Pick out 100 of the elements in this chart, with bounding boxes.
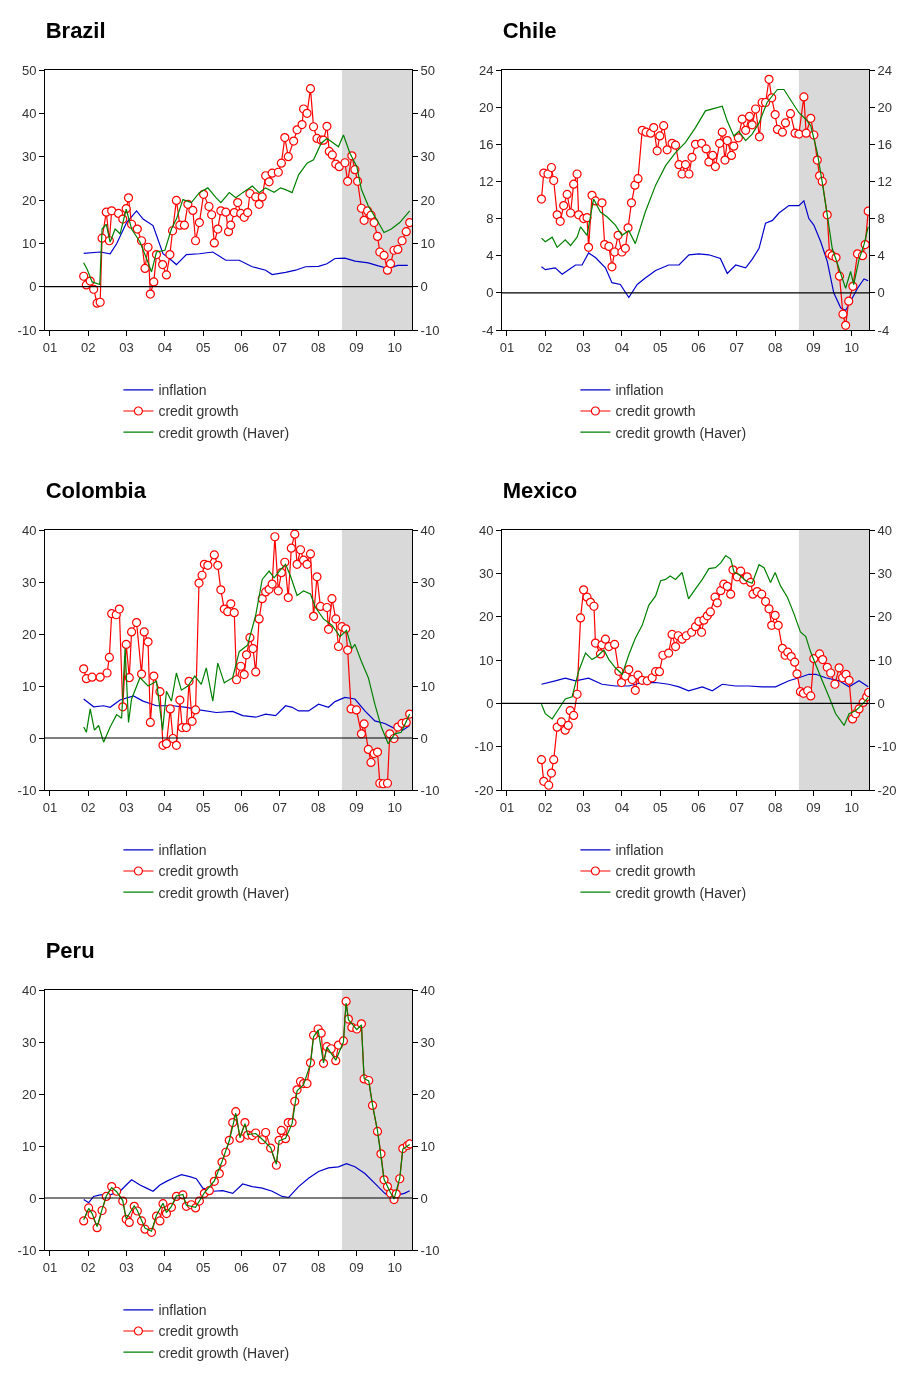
x-tick-label: 05 [652, 339, 668, 355]
x-tick-label: 01 [499, 339, 515, 355]
chart-title: Colombia [45, 477, 147, 503]
y-tick-label: -10 [474, 739, 494, 755]
x-tick-label: 08 [310, 339, 326, 355]
x-tick-label: 10 [844, 339, 859, 355]
y2-tick-label: 20 [877, 99, 893, 115]
y2-tick-label: 12 [877, 173, 893, 189]
x-tick-label: 01 [499, 799, 515, 815]
legend-label: credit growth [158, 863, 239, 880]
x-tick-label: 09 [349, 799, 364, 815]
x-tick-label: 02 [81, 799, 96, 815]
legend-label: credit growth [158, 1323, 239, 1340]
x-tick-label: 10 [387, 339, 402, 355]
y2-tick-label: 10 [877, 652, 893, 668]
x-tick-label: 07 [272, 339, 288, 355]
x-tick-label: 02 [538, 339, 553, 355]
chart-title: Brazil [45, 17, 106, 43]
y-tick-label: -4 [481, 322, 494, 338]
x-tick-label: 10 [387, 1259, 402, 1275]
y-tick-label: 0 [486, 285, 494, 301]
x-tick-label: 06 [234, 799, 249, 815]
x-tick-label: 03 [119, 339, 134, 355]
y-tick-label: 10 [21, 235, 37, 251]
x-tick-label: 08 [310, 1259, 326, 1275]
y-tick-label: 40 [21, 522, 37, 538]
x-tick-label: 06 [691, 339, 706, 355]
y-tick-label: 40 [21, 982, 37, 998]
x-tick-label: 08 [310, 799, 326, 815]
x-tick-label: 04 [614, 799, 630, 815]
y2-tick-label: 30 [877, 565, 893, 581]
x-tick-label: 08 [767, 799, 783, 815]
y2-tick-label: 40 [877, 522, 893, 538]
y2-tick-label: 10 [420, 1138, 436, 1154]
y2-tick-label: 40 [420, 522, 436, 538]
x-tick-label: 02 [81, 1259, 96, 1275]
legend-label: credit growth [158, 403, 239, 420]
y-tick-label: 30 [21, 149, 37, 165]
y2-tick-label: -20 [877, 782, 897, 798]
y-tick-label: -20 [474, 782, 494, 798]
y-tick-label: 20 [478, 99, 494, 115]
y2-tick-label: 16 [877, 136, 893, 152]
y-tick-label: 20 [478, 609, 494, 625]
legend-label: inflation [158, 382, 207, 399]
x-tick-label: 04 [157, 339, 173, 355]
y-tick-label: -10 [17, 1242, 37, 1258]
y-tick-label: 30 [478, 565, 494, 581]
x-tick-label: 06 [234, 1259, 249, 1275]
legend-label: credit growth (Haver) [615, 424, 747, 441]
legend-label: inflation [158, 1302, 207, 1319]
y2-tick-label: 30 [420, 149, 436, 165]
y-tick-label: 0 [29, 279, 37, 295]
x-tick-label: 01 [42, 799, 58, 815]
x-tick-label: 09 [806, 799, 821, 815]
y2-tick-label: 0 [877, 695, 885, 711]
legend-label: credit growth (Haver) [158, 1344, 290, 1361]
x-tick-label: 09 [349, 1259, 364, 1275]
y2-tick-label: 30 [420, 1034, 436, 1050]
y2-tick-label: 8 [877, 211, 885, 227]
y2-tick-label: 0 [420, 730, 428, 746]
y-tick-label: 0 [29, 1190, 37, 1206]
y-tick-label: 0 [486, 695, 494, 711]
x-tick-label: 07 [729, 799, 745, 815]
y2-tick-label: 30 [420, 574, 436, 590]
y-tick-label: 16 [478, 136, 494, 152]
x-tick-label: 05 [195, 799, 211, 815]
x-tick-label: 03 [119, 799, 134, 815]
y2-tick-label: -10 [420, 322, 440, 338]
x-tick-label: 03 [576, 799, 591, 815]
x-tick-label: 04 [157, 799, 173, 815]
y-tick-label: 50 [21, 62, 37, 78]
y-tick-label: 30 [21, 1034, 37, 1050]
legend-label: credit growth (Haver) [158, 424, 290, 441]
x-tick-label: 10 [387, 799, 402, 815]
x-tick-label: 09 [806, 339, 821, 355]
x-tick-label: 06 [234, 339, 249, 355]
y-tick-label: 40 [478, 522, 494, 538]
x-tick-label: 02 [81, 339, 96, 355]
y-tick-label: 30 [21, 574, 37, 590]
chart-title: Peru [45, 937, 95, 963]
y-tick-label: 24 [478, 62, 494, 78]
y-tick-label: 20 [21, 192, 37, 208]
y2-tick-label: 40 [420, 105, 436, 121]
x-tick-label: 07 [272, 1259, 288, 1275]
chart-title: Mexico [502, 477, 578, 503]
x-tick-label: 05 [195, 339, 211, 355]
x-tick-label: 02 [538, 799, 553, 815]
y2-tick-label: 4 [877, 248, 885, 264]
legend-label: inflation [158, 842, 207, 859]
x-tick-label: 04 [614, 339, 630, 355]
legend-label: credit growth [615, 403, 696, 420]
y-tick-label: 40 [21, 105, 37, 121]
x-tick-label: 01 [42, 1259, 58, 1275]
y2-tick-label: 20 [420, 626, 436, 642]
legend-label: credit growth [615, 863, 696, 880]
y2-tick-label: 10 [420, 235, 436, 251]
x-tick-label: 05 [652, 799, 668, 815]
x-tick-label: 08 [767, 339, 783, 355]
y2-tick-label: -10 [420, 782, 440, 798]
x-tick-label: 10 [844, 799, 859, 815]
